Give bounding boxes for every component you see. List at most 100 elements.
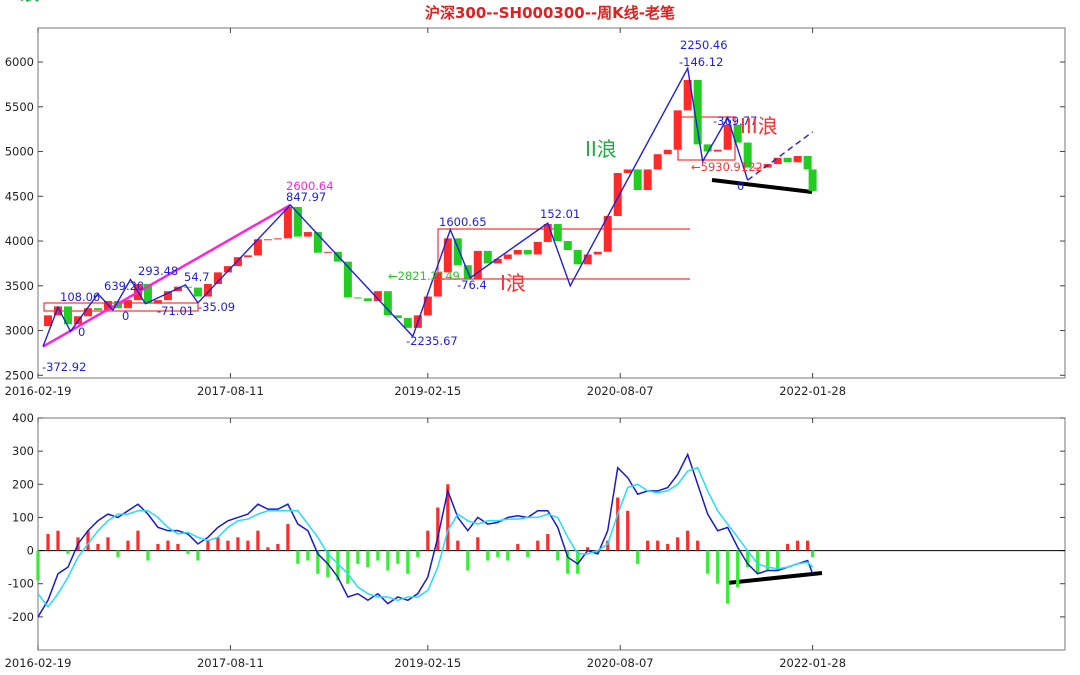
- macd-line: [37, 466, 814, 609]
- wave-label: III浪: [740, 114, 778, 138]
- candle: [193, 287, 202, 297]
- candle: [393, 315, 402, 319]
- macd-bar: [406, 550, 410, 574]
- divergence-line: [711, 178, 813, 194]
- y-tick-label: 4000: [5, 234, 34, 248]
- candle: [153, 300, 162, 304]
- y-tick-label: 4500: [5, 189, 34, 203]
- candle: [703, 144, 712, 152]
- x-tick-label: 2016-02-19: [5, 384, 72, 398]
- macd-bar: [616, 497, 620, 551]
- candle: [373, 291, 382, 302]
- annotation: -369.77: [713, 114, 757, 128]
- macd-bar: [126, 540, 130, 551]
- candle: [53, 306, 62, 316]
- candle: [323, 251, 332, 253]
- candle: [163, 291, 172, 301]
- candle: [213, 272, 222, 285]
- macd-bar: [536, 540, 540, 551]
- candle: [593, 251, 602, 255]
- macd-bar: [336, 550, 340, 581]
- candle: [283, 207, 292, 239]
- macd-bar: [656, 540, 660, 551]
- macd-bar: [316, 550, 320, 574]
- trend-line: [747, 131, 814, 181]
- macd-bar: [796, 540, 800, 551]
- macd-bar: [516, 543, 520, 551]
- macd-bar: [646, 540, 650, 551]
- macd-bar: [426, 530, 430, 551]
- x-tick-label: 2020-08-07: [587, 656, 654, 670]
- candle: [353, 297, 362, 299]
- candle: [603, 215, 612, 252]
- macd-bar: [86, 530, 90, 551]
- candle: [613, 173, 622, 216]
- macd-bar: [116, 550, 120, 558]
- y-tick-label: -200: [8, 610, 34, 624]
- macd-bar: [436, 507, 440, 551]
- candle: [443, 238, 452, 273]
- macd-bar: [176, 543, 180, 551]
- macd-bar: [636, 550, 640, 564]
- macd-bar: [811, 550, 815, 558]
- candle: [683, 79, 692, 111]
- x-tick-label: 2019-02-15: [394, 384, 461, 398]
- macd-bar: [746, 550, 750, 568]
- impulse-line: [42, 203, 291, 348]
- macd-bar: [136, 530, 140, 551]
- candle: [303, 232, 312, 237]
- candle: [573, 249, 582, 265]
- x-tick-label: 2019-02-15: [394, 656, 461, 670]
- candle: [783, 157, 792, 163]
- x-tick-label: 2020-08-07: [587, 384, 654, 398]
- x-tick-label: 2022-01-28: [779, 384, 846, 398]
- candle: [493, 258, 502, 264]
- macd-bar: [166, 540, 170, 551]
- macd-bar: [546, 534, 550, 551]
- candle: [533, 241, 542, 255]
- macd-bar: [266, 547, 270, 551]
- macd-bar: [786, 543, 790, 551]
- y-tick-label: 300: [12, 444, 34, 458]
- macd-bar: [276, 543, 280, 551]
- candle: [723, 124, 732, 150]
- candle: [403, 318, 412, 328]
- macd-bar: [526, 550, 530, 558]
- macd-bar: [446, 484, 450, 551]
- macd-bar: [576, 550, 580, 574]
- y-tick-label: 5000: [5, 145, 34, 159]
- annotation: 0: [78, 325, 85, 339]
- macd-bar: [186, 550, 190, 554]
- x-tick-label: 2016-02-19: [5, 656, 72, 670]
- candle: [733, 124, 742, 143]
- candle: [793, 156, 802, 163]
- candle: [623, 169, 632, 174]
- candle: [313, 232, 322, 253]
- macd-bar: [506, 550, 510, 561]
- macd-bar: [806, 540, 810, 551]
- plot-frame: [37, 417, 1066, 651]
- annotation: 639.20: [104, 279, 144, 293]
- candle: [243, 255, 252, 258]
- macd-bar: [706, 550, 710, 574]
- annotation: -372.92: [42, 360, 86, 374]
- candle: [583, 254, 592, 265]
- annotation: 1600.65: [439, 215, 487, 229]
- candle: [503, 254, 512, 259]
- macd-bar: [776, 550, 780, 571]
- macd-bar: [216, 537, 220, 551]
- y-tick-label: 5500: [5, 100, 34, 114]
- candle: [453, 238, 462, 266]
- macd-bar: [206, 540, 210, 551]
- macd-bar: [716, 550, 720, 584]
- candle: [543, 224, 552, 242]
- macd-bar: [466, 550, 470, 571]
- candle: [233, 257, 242, 267]
- macd-bar: [496, 550, 500, 558]
- candle: [433, 272, 442, 297]
- annotation: 152.01: [540, 207, 580, 221]
- x-tick-label: 2017-08-11: [197, 656, 264, 670]
- candle: [483, 250, 492, 264]
- y-tick-label: 3000: [5, 324, 34, 338]
- macd-bar: [106, 537, 110, 551]
